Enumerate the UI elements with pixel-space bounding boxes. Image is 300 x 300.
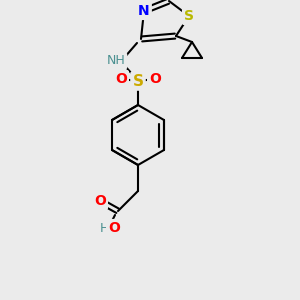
- Text: H: H: [99, 221, 109, 235]
- Text: S: S: [184, 9, 194, 23]
- Text: O: O: [108, 221, 120, 235]
- Text: O: O: [149, 72, 161, 86]
- Text: O: O: [94, 194, 106, 208]
- Text: N: N: [138, 4, 150, 18]
- Text: O: O: [115, 72, 127, 86]
- Text: S: S: [133, 74, 143, 88]
- Text: NH: NH: [106, 55, 125, 68]
